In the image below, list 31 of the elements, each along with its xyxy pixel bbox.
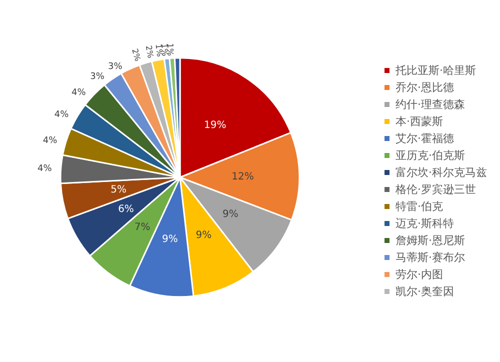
legend-label: 本·西蒙斯 bbox=[396, 115, 444, 128]
data-label: 4% bbox=[42, 136, 58, 146]
data-label: 4% bbox=[54, 110, 70, 120]
data-label: 9% bbox=[222, 209, 238, 220]
legend-label: 格伦·罗宾逊三世 bbox=[394, 183, 476, 196]
data-label: 9% bbox=[196, 230, 212, 241]
legend-label: 迈克·斯科特 bbox=[396, 217, 454, 230]
data-label: 5% bbox=[110, 184, 126, 196]
data-label: 6% bbox=[118, 204, 134, 215]
data-label: 3% bbox=[90, 72, 105, 82]
legend-label: 亚历克·伯克斯 bbox=[396, 149, 466, 162]
data-label: 7% bbox=[134, 222, 150, 234]
legend-label: 劳尔·内图 bbox=[396, 268, 444, 281]
legend-label: 托比亚斯·哈里斯 bbox=[394, 64, 476, 77]
data-label: 3% bbox=[108, 62, 123, 72]
data-label: 12% bbox=[232, 171, 254, 182]
data-label: 1% bbox=[154, 44, 164, 58]
data-label: 9% bbox=[162, 234, 178, 245]
data-label: 4% bbox=[71, 88, 86, 98]
legend-label: 艾尔·霍福德 bbox=[396, 132, 454, 145]
legend-label: 詹姆斯·恩尼斯 bbox=[396, 234, 466, 247]
data-label: 2% bbox=[130, 48, 142, 63]
legend-label: 乔尔·恩比德 bbox=[396, 81, 454, 94]
legend-label: 凯尔·奥奎因 bbox=[396, 285, 454, 298]
data-label: 19% bbox=[204, 120, 226, 131]
data-label: 2% bbox=[144, 44, 156, 60]
legend-label: 富尔坎·科尔克马兹 bbox=[396, 166, 488, 179]
legend-label: 特雷·伯克 bbox=[396, 200, 444, 213]
legend-label: 马蒂斯·赛布尔 bbox=[396, 251, 466, 264]
data-label: 4% bbox=[38, 164, 52, 174]
legend-label: 约什·理查德森 bbox=[396, 98, 466, 111]
